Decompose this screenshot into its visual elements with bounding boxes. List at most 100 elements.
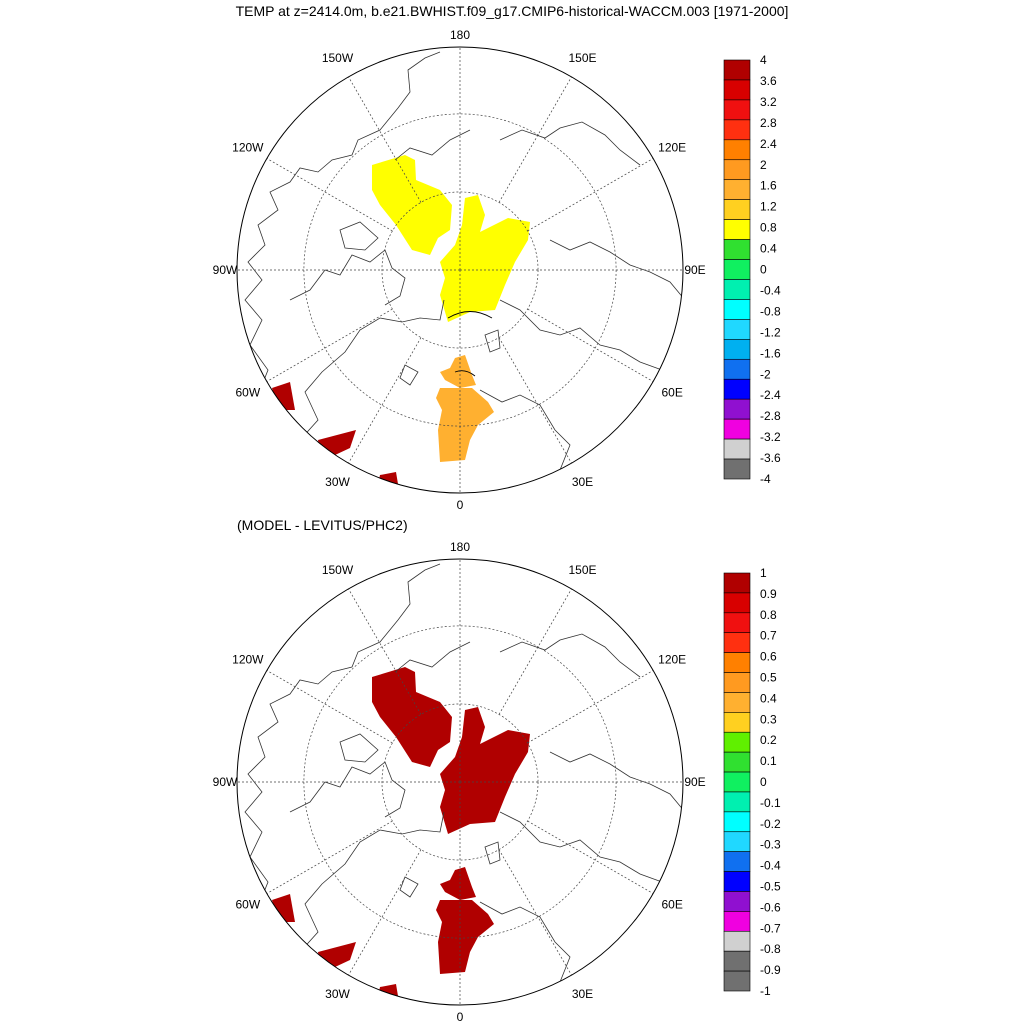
colorbar-swatch (723, 692, 751, 713)
colorbar-tick-label: 2.8 (760, 116, 777, 130)
colorbar-tick-label: 0.8 (760, 608, 777, 622)
colorbar-swatch (723, 831, 751, 852)
colorbar-swatch (723, 299, 751, 320)
colorbar-tick-label: 4 (760, 53, 767, 67)
colorbar-tick-label: -0.2 (760, 817, 781, 831)
colorbar-swatch (723, 239, 751, 260)
colorbar-swatch (723, 851, 751, 872)
colorbar-tick-label: 0.7 (760, 629, 777, 643)
colorbar-swatch (723, 259, 751, 280)
colorbar-swatch (723, 219, 751, 240)
latitude-circle (381, 191, 539, 349)
longitude-label: 60W (235, 898, 260, 912)
colorbar-tick-label: -0.8 (760, 304, 781, 318)
colorbar-swatch (723, 139, 751, 161)
colorbar-swatch (723, 119, 751, 141)
colorbar-swatch (723, 378, 751, 400)
data-regions (244, 563, 683, 1005)
map-boundary (236, 46, 684, 494)
graticule (237, 559, 683, 1005)
colorbar-tick-label: 3.2 (760, 95, 777, 109)
colorbar-swatch (723, 458, 751, 480)
colorbar-tick-label: 0.4 (760, 242, 777, 256)
colorbar-swatch (723, 811, 751, 833)
colorbar-tick-label: 0.6 (760, 650, 777, 664)
colorbar-swatch (723, 911, 751, 932)
meridian-line (266, 820, 393, 894)
meridian-line (348, 849, 422, 976)
colorbar-tick-label: -3.2 (760, 430, 781, 444)
colorbar-swatch (723, 791, 751, 813)
colorbar-tick-label: 0 (760, 263, 767, 277)
longitude-label: 60W (235, 386, 260, 400)
panel-subtitle: (MODEL - LEVITUS/PHC2) (237, 517, 408, 533)
colorbar-tick-label: -2 (760, 367, 771, 381)
colorbar-swatch (723, 279, 751, 300)
longitude-label: 120W (232, 653, 264, 667)
longitude-label: 150W (322, 563, 354, 577)
colorbar-swatch (723, 438, 751, 460)
colorbar-tick-label: -1.2 (760, 325, 781, 339)
eurasian-basin-anomaly (440, 195, 530, 322)
meridian-line (348, 76, 422, 203)
colorbar-swatch (723, 99, 751, 121)
longitude-labels: 180 150E 120E 90E 60E 30E 0 30W 60W 90W 120W 150W (213, 540, 706, 1024)
longitude-label: 180 (450, 28, 470, 42)
longitude-label: 90W (213, 263, 238, 277)
meridian-line (527, 158, 654, 232)
colorbar-swatch (723, 159, 751, 181)
colorbar-swatch (723, 59, 751, 81)
longitude-label: 120W (232, 141, 264, 155)
colorbar-swatch (723, 950, 751, 972)
colorbar-swatch (723, 672, 751, 693)
longitude-label: 180 (450, 540, 470, 554)
colorbar-swatch (723, 632, 751, 653)
longitude-label: 150E (568, 51, 596, 65)
colorbar-tick-label: 1 (760, 566, 767, 580)
colorbar-swatch (723, 572, 751, 594)
colorbar-tick-label: 2 (760, 158, 767, 172)
fram-strait-difference (440, 867, 476, 900)
eurasian-basin-difference (440, 707, 530, 834)
longitude-label: 90E (684, 263, 705, 277)
meridian-line (527, 820, 654, 894)
canada-basin-difference (372, 667, 452, 767)
colorbar-swatch (723, 319, 751, 340)
longitude-label: 30W (325, 987, 350, 1001)
colorbar-tick-label: -0.7 (760, 921, 781, 935)
data-regions (244, 51, 683, 493)
colorbar-swatch (723, 339, 751, 360)
longitude-label: 90W (213, 775, 238, 789)
longitude-label: 0 (457, 498, 464, 512)
colorbar-swatch (723, 592, 751, 614)
colorbar-swatch (723, 751, 751, 773)
colorbar-swatch (723, 612, 751, 634)
bottom-map-panel: 180 150E 120E 90E 60E 30E 0 30W 60W 90W 120W 150W 1… (213, 540, 781, 1024)
longitude-label: 0 (457, 1010, 464, 1024)
top-map-panel: 180 150E 120E 90E 60E 30E 0 30W 60W 90W 120W 150W 4… (213, 28, 781, 512)
colorbar-tick-label: 0.8 (760, 221, 777, 235)
coastlines (244, 563, 683, 1005)
colorbar: 4 3.6 3.2 2.8 2.4 2 1.6 1.2 0.8 0.4 0 -0.4 -0.8 -1.2 -… (723, 53, 781, 486)
irminger-sea-difference (318, 942, 356, 967)
meridian-line (348, 588, 422, 715)
colorbar-tick-label: 0.1 (760, 754, 777, 768)
colorbar-swatch (723, 398, 751, 420)
colorbar-tick-label: 0.9 (760, 587, 777, 601)
meridian-line (266, 158, 393, 232)
longitude-label: 30E (572, 475, 593, 489)
longitude-label: 60E (661, 386, 682, 400)
longitude-label: 150E (568, 563, 596, 577)
colorbar-swatch (723, 418, 751, 440)
meridian-line (527, 670, 654, 744)
colorbar-tick-label: -0.4 (760, 859, 781, 873)
colorbar-tick-label: -0.3 (760, 838, 781, 852)
colorbar-swatch (723, 731, 751, 753)
meridian-line (498, 588, 572, 715)
longitude-label: 30W (325, 475, 350, 489)
colorbar-tick-label: -1 (760, 984, 771, 998)
longitude-labels: 180 150E 120E 90E 60E 30E 0 30W 60W 90W 120W 150W (213, 28, 706, 512)
longitude-label: 30E (572, 987, 593, 1001)
graticule (237, 47, 683, 493)
colorbar-swatch (723, 79, 751, 101)
